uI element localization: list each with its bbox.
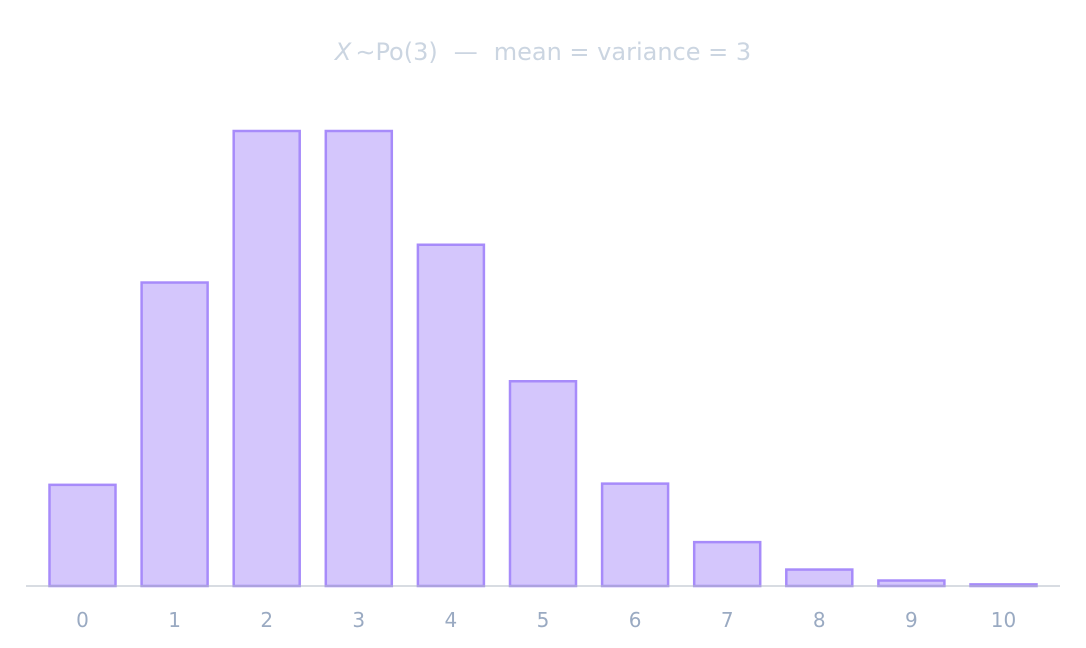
bar-5 — [508, 380, 578, 588]
chart-title: X ∼Po(3) — mean = variance = 3 — [333, 38, 751, 66]
bar-0 — [48, 483, 117, 588]
x-tick-label-6: 6 — [629, 608, 642, 632]
x-tick-label-5: 5 — [537, 608, 550, 632]
x-tick-label-2: 2 — [260, 608, 273, 632]
bar-3 — [324, 129, 394, 588]
x-tick-label-9: 9 — [905, 608, 918, 632]
title-summary: mean = variance = 3 — [494, 38, 751, 66]
x-tick-labels: 0 1 2 3 4 5 6 7 8 9 10 — [76, 608, 1016, 632]
x-tick-label-3: 3 — [352, 608, 365, 632]
bars-group — [48, 129, 1038, 588]
bar-7 — [692, 540, 762, 588]
bar-9 — [877, 579, 946, 588]
title-separator: — — [454, 38, 478, 66]
bar-1 — [140, 281, 209, 588]
x-tick-label-4: 4 — [445, 608, 458, 632]
bar-2 — [232, 129, 301, 588]
x-tick-label-8: 8 — [813, 608, 826, 632]
x-tick-label-7: 7 — [721, 608, 734, 632]
bar-8 — [785, 568, 854, 588]
bar-4 — [416, 243, 486, 588]
x-tick-label-1: 1 — [168, 608, 181, 632]
x-tick-label-0: 0 — [76, 608, 89, 632]
title-distribution: ∼Po(3) — [355, 38, 437, 66]
x-tick-label-10: 10 — [991, 608, 1016, 632]
bar-6 — [600, 482, 670, 588]
title-variable: X — [333, 38, 352, 66]
